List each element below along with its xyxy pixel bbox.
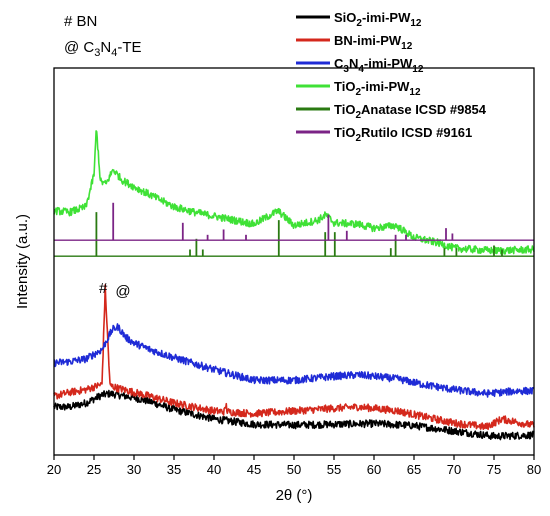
series-4	[54, 212, 534, 257]
series-3	[53, 130, 535, 255]
x-tick-label: 45	[247, 462, 261, 477]
y-axis-title: Intensity (a.u.)	[14, 214, 31, 309]
peak-annotations: # @	[99, 280, 131, 300]
x-tick-label: 50	[287, 462, 301, 477]
legend-label: BN-imi-PW12	[334, 33, 413, 52]
note-bn: # BN	[64, 13, 97, 30]
x-tick-label: 75	[487, 462, 501, 477]
annotation-bn-peak: #	[99, 280, 108, 297]
series-line	[53, 389, 535, 441]
x-tick-label: 35	[167, 462, 181, 477]
series-2	[53, 323, 535, 398]
plot-series	[53, 130, 535, 441]
series-5	[54, 202, 534, 241]
legend-label: TiO2-imi-PW12	[334, 79, 421, 98]
x-tick-label: 40	[207, 462, 221, 477]
series-1	[53, 284, 535, 431]
legend-item: TiO2-imi-PW12	[296, 79, 421, 98]
x-axis-title: 2θ (°)	[276, 487, 313, 504]
annotation-c3n4-peak: @	[115, 283, 130, 300]
x-tick-label: 55	[327, 462, 341, 477]
x-tick-label: 30	[127, 462, 141, 477]
series-line	[53, 284, 535, 431]
x-tick-label: 25	[87, 462, 101, 477]
x-axis-ticks: 20 25 30 35 40 45 50 55 60 65 70 75 80	[47, 455, 541, 477]
legend-item: SiO2-imi-PW12	[296, 10, 422, 29]
x-tick-label: 80	[527, 462, 541, 477]
legend: SiO2-imi-PW12 BN-imi-PW12 C3N4-imi-PW12 TiO…	[296, 10, 487, 144]
legend-label: TiO2Anatase ICSD #9854	[334, 102, 487, 121]
legend-label: SiO2-imi-PW12	[334, 10, 422, 29]
note-c3n4: @ C3N4-TE	[64, 39, 142, 59]
legend-item: BN-imi-PW12	[296, 33, 413, 52]
x-tick-label: 70	[447, 462, 461, 477]
legend-item: TiO2Rutilo ICSD #9161	[296, 125, 472, 144]
legend-item: TiO2Anatase ICSD #9854	[296, 102, 487, 121]
legend-label: TiO2Rutilo ICSD #9161	[334, 125, 472, 144]
x-tick-label: 60	[367, 462, 381, 477]
legend-item: C3N4-imi-PW12	[296, 56, 424, 75]
series-0	[53, 389, 535, 441]
x-tick-label: 65	[407, 462, 421, 477]
x-tick-label: 20	[47, 462, 61, 477]
series-line	[53, 323, 535, 398]
legend-label: C3N4-imi-PW12	[334, 56, 424, 75]
series-line	[53, 130, 535, 255]
marker-notes: # BN @ C3N4-TE	[64, 13, 142, 59]
